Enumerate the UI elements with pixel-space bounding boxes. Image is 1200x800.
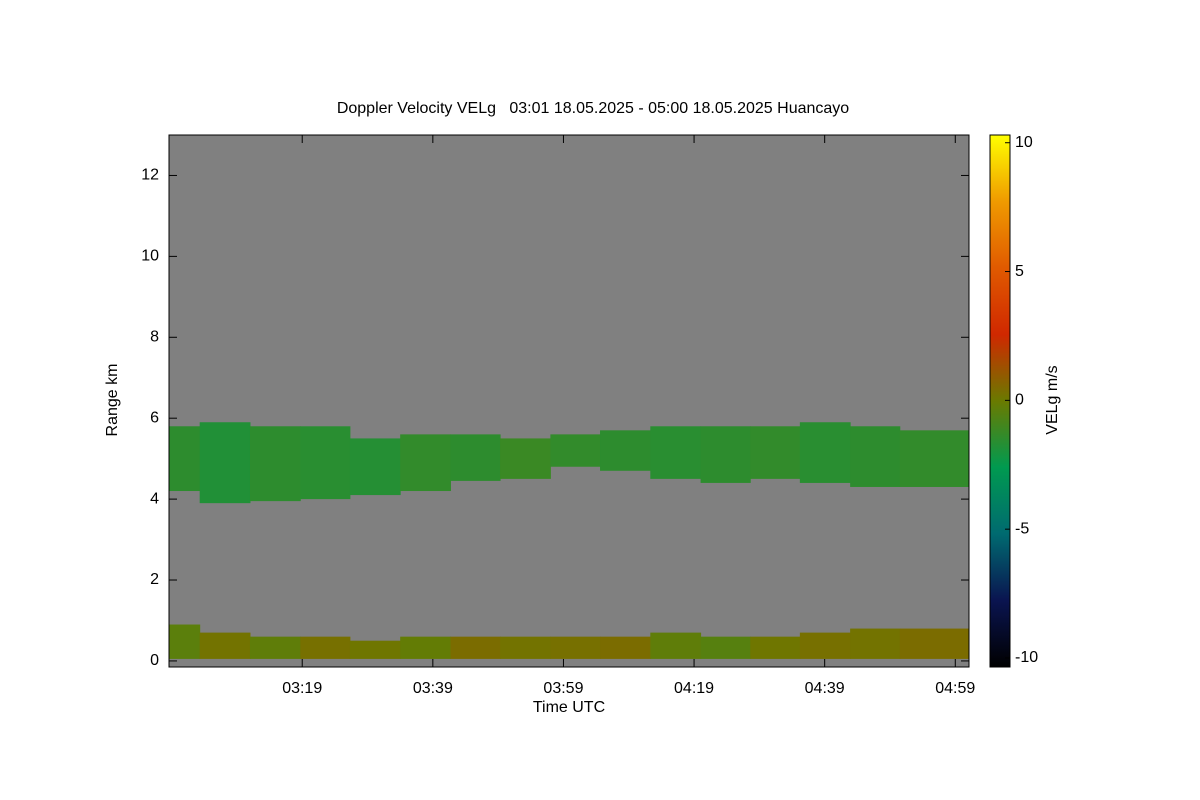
y-tick-label: 0 (150, 652, 159, 669)
heatmap-cell (300, 636, 351, 659)
heatmap-cell (750, 426, 801, 479)
colorbar-tick-label: 10 (1015, 134, 1033, 151)
chart-title: Doppler Velocity VELg 03:01 18.05.2025 -… (337, 100, 849, 117)
heatmap-cell (850, 426, 901, 487)
heatmap-cell (550, 636, 601, 659)
x-tick-label: 04:59 (935, 680, 975, 697)
heatmap-cell (700, 636, 751, 659)
heatmap-cell (650, 632, 702, 659)
x-tick-label: 03:39 (413, 680, 453, 697)
heatmap-cell (700, 426, 751, 483)
heatmap-cell (400, 434, 451, 492)
heatmap-cell (349, 640, 401, 659)
heatmap-cell (349, 438, 401, 496)
heatmap-cell (899, 430, 970, 487)
heatmap-cell (199, 422, 251, 504)
y-tick-label: 8 (150, 329, 159, 346)
heatmap-cell (500, 438, 551, 479)
x-tick-label: 03:59 (543, 680, 583, 697)
heatmap-cell (550, 434, 601, 467)
heatmap-cell (169, 426, 201, 492)
y-tick-label: 4 (150, 490, 159, 507)
plot-area (169, 135, 969, 667)
heatmap-cell (199, 632, 251, 659)
heatmap-cell (249, 426, 301, 502)
heatmap-cell (300, 426, 351, 500)
heatmap-cell (249, 636, 301, 659)
plot-frame (168, 134, 970, 668)
y-tick-label: 2 (150, 571, 159, 588)
colorbar-tick-label: -5 (1015, 520, 1029, 537)
heatmap-cell (400, 636, 451, 659)
y-axis-label: Range km (104, 364, 121, 437)
y-tick-label: 6 (150, 409, 159, 426)
x-tick-label: 04:19 (674, 680, 714, 697)
heatmap-cell (450, 636, 501, 659)
heatmap-cell (799, 422, 851, 483)
heatmap-cell (750, 636, 801, 659)
heatmap-cell (600, 430, 651, 471)
colorbar-label: VELg m/s (1044, 365, 1061, 434)
heatmap-cell (450, 434, 501, 481)
heatmap-cell (500, 636, 551, 659)
colorbar-tick-label: 0 (1015, 392, 1024, 409)
colorbar (989, 134, 1011, 668)
x-tick-label: 03:19 (282, 680, 322, 697)
heatmap-cell (169, 624, 201, 659)
heatmap-cell (650, 426, 702, 479)
heatmap-cell (600, 636, 651, 659)
colorbar-tick-label: -10 (1015, 649, 1038, 666)
x-axis-label: Time UTC (533, 699, 605, 716)
heatmap-cell (899, 628, 970, 659)
heatmap-cell (799, 632, 851, 659)
y-tick-label: 12 (141, 167, 159, 184)
y-tick-label: 10 (141, 248, 159, 265)
colorbar-tick-label: 5 (1015, 263, 1024, 280)
x-tick-label: 04:39 (805, 680, 845, 697)
heatmap-cell (850, 628, 901, 659)
